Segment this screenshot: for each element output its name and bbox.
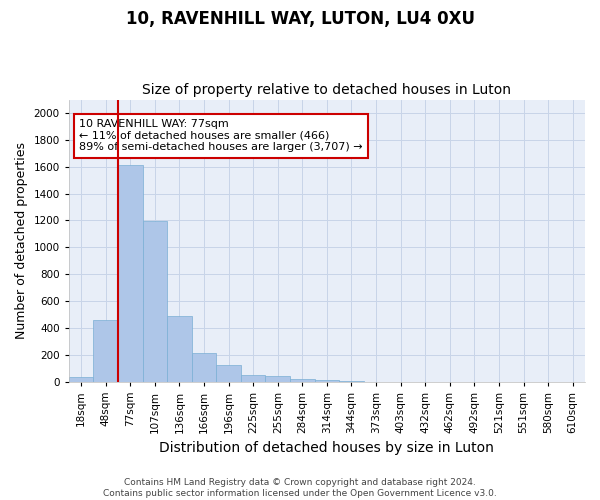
Bar [339, 381, 364, 382]
Y-axis label: Number of detached properties: Number of detached properties [15, 142, 28, 339]
Bar [314, 380, 339, 382]
Bar [94, 320, 118, 382]
Bar [265, 376, 290, 382]
Bar [217, 364, 241, 382]
Text: Contains HM Land Registry data © Crown copyright and database right 2024.
Contai: Contains HM Land Registry data © Crown c… [103, 478, 497, 498]
Bar [167, 316, 192, 382]
Bar [290, 378, 314, 382]
Bar [192, 354, 217, 382]
Bar [241, 375, 265, 382]
Bar [143, 221, 167, 382]
Text: 10, RAVENHILL WAY, LUTON, LU4 0XU: 10, RAVENHILL WAY, LUTON, LU4 0XU [125, 10, 475, 28]
Text: 10 RAVENHILL WAY: 77sqm
← 11% of detached houses are smaller (466)
89% of semi-d: 10 RAVENHILL WAY: 77sqm ← 11% of detache… [79, 120, 363, 152]
Bar [118, 166, 143, 382]
X-axis label: Distribution of detached houses by size in Luton: Distribution of detached houses by size … [160, 441, 494, 455]
Bar [69, 378, 94, 382]
Title: Size of property relative to detached houses in Luton: Size of property relative to detached ho… [142, 83, 511, 97]
